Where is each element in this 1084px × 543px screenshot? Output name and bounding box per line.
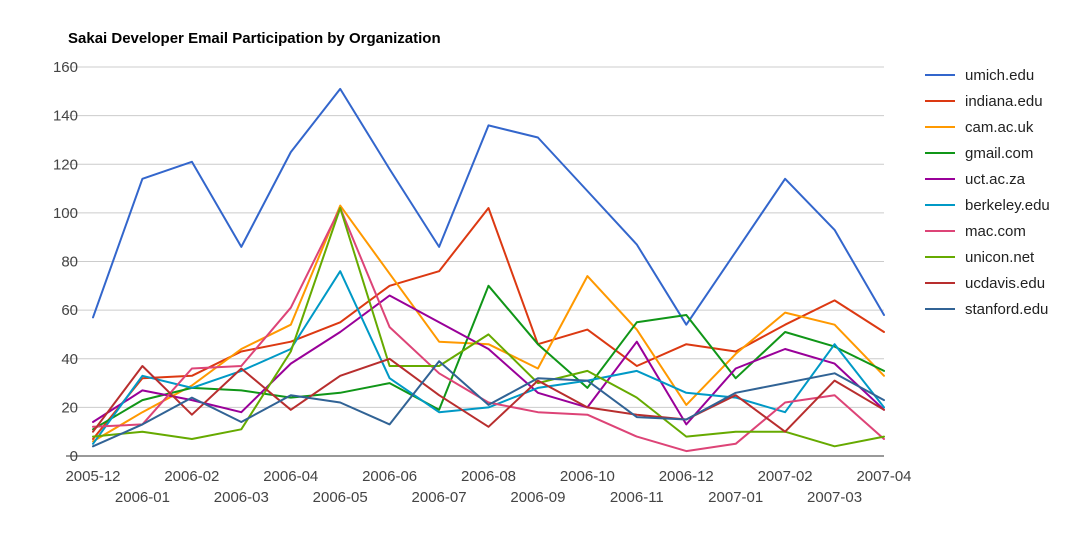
x-tick-label: 2007-01	[708, 489, 763, 506]
legend-item[interactable]: mac.com	[925, 223, 1026, 240]
chart-title: Sakai Developer Email Participation by O…	[68, 30, 441, 47]
y-axis-ticks: 0 20 40 60 80 100 120 140 160	[53, 59, 78, 465]
legend-label: gmail.com	[965, 145, 1033, 162]
series-line-unicon-net	[92, 207, 885, 448]
x-tick-label: 2006-11	[610, 489, 664, 506]
series-line-stanford-edu	[92, 360, 885, 448]
series-line-berkeley-edu	[92, 270, 885, 445]
legend-item[interactable]: indiana.edu	[925, 93, 1043, 110]
series-line-umich-edu	[92, 87, 885, 326]
series-line-cam-ac-uk	[92, 204, 885, 443]
x-tick-label: 2006-08	[461, 468, 516, 485]
legend-label: mac.com	[965, 223, 1026, 240]
x-axis-ticks: 2005-12 2006-01 2006-02 2006-03 2006-04 2006-…	[65, 468, 911, 506]
x-tick-label: 2007-02	[758, 468, 813, 485]
legend-label: unicon.net	[965, 249, 1035, 266]
series-line-uct-ac-za	[92, 294, 885, 426]
x-tick-label: 2006-12	[659, 468, 714, 485]
legend-label: ucdavis.edu	[965, 275, 1045, 292]
y-tick-label: 0	[70, 448, 78, 465]
legend-label: umich.edu	[965, 67, 1034, 84]
legend-label: berkeley.edu	[965, 197, 1050, 214]
x-tick-label: 2007-03	[807, 489, 862, 506]
legend-label: stanford.edu	[965, 301, 1048, 318]
x-tick-label: 2006-02	[164, 468, 219, 485]
y-tick-label: 140	[53, 108, 78, 125]
x-tick-label: 2005-12	[65, 468, 120, 485]
x-tick-label: 2006-07	[412, 489, 467, 506]
legend-label: cam.ac.uk	[965, 119, 1034, 136]
x-tick-label: 2006-01	[115, 489, 170, 506]
legend-item[interactable]: cam.ac.uk	[925, 119, 1034, 136]
x-tick-label: 2006-10	[560, 468, 615, 485]
x-tick-label: 2006-03	[214, 489, 269, 506]
legend-label: uct.ac.za	[965, 171, 1026, 188]
series-lines	[92, 87, 885, 453]
legend-item[interactable]: umich.edu	[925, 67, 1034, 84]
legend-item[interactable]: ucdavis.edu	[925, 275, 1045, 292]
x-tick-label: 2006-05	[313, 489, 368, 506]
gridlines	[66, 66, 884, 457]
x-tick-label: 2006-04	[263, 468, 318, 485]
y-tick-label: 120	[53, 156, 78, 173]
legend-item[interactable]: berkeley.edu	[925, 197, 1050, 214]
y-tick-label: 20	[61, 399, 78, 416]
y-tick-label: 100	[53, 205, 78, 222]
x-tick-label: 2006-06	[362, 468, 417, 485]
legend-item[interactable]: stanford.edu	[925, 301, 1048, 318]
legend-item[interactable]: gmail.com	[925, 145, 1033, 162]
legend-item[interactable]: unicon.net	[925, 249, 1035, 266]
y-tick-label: 40	[61, 351, 78, 368]
y-tick-label: 60	[61, 302, 78, 319]
y-tick-label: 80	[61, 254, 78, 271]
y-tick-label: 160	[53, 59, 78, 76]
legend-item[interactable]: uct.ac.za	[925, 171, 1026, 188]
series-line-indiana-edu	[92, 207, 885, 440]
legend-label: indiana.edu	[965, 93, 1043, 110]
legend: umich.edu indiana.edu cam.ac.uk gmail.com uc…	[925, 67, 1050, 318]
series-line-mac-com	[92, 207, 885, 453]
series-line-ucdavis-edu	[92, 357, 885, 433]
x-tick-label: 2006-09	[510, 489, 565, 506]
x-tick-label: 2007-04	[856, 468, 911, 485]
